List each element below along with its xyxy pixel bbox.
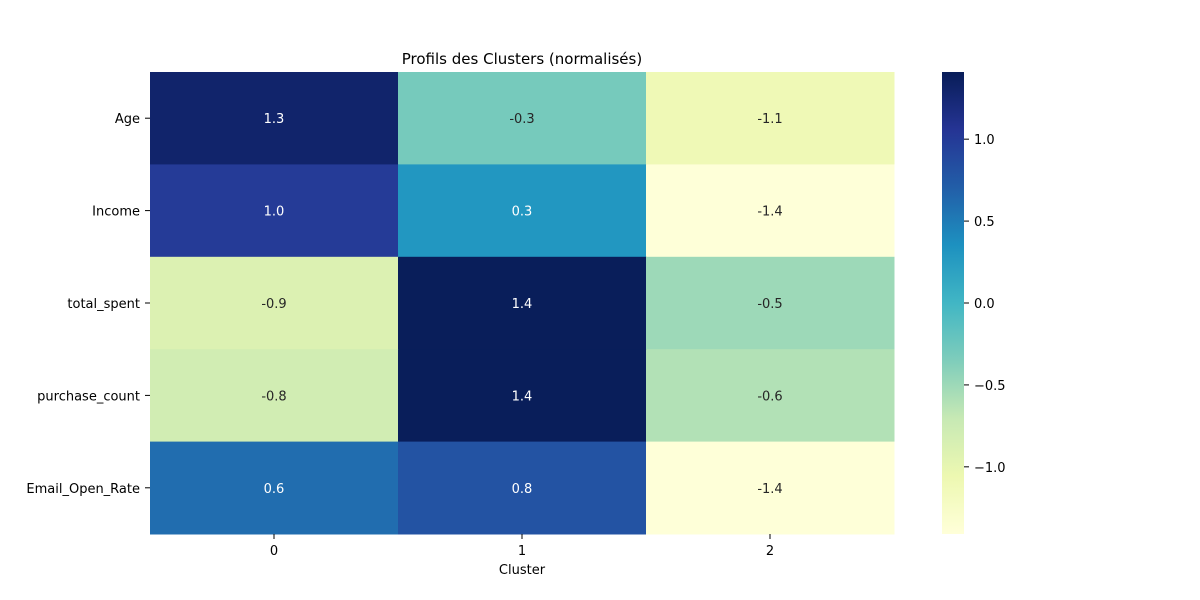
x-axis: 0 1 2 [270, 534, 774, 559]
colorbar-tick-label: 0.5 [974, 215, 995, 230]
heatmap-cell [398, 164, 647, 258]
cell-value-label: 1.0 [264, 205, 285, 220]
y-tick-label: Email_Open_Rate [26, 482, 140, 497]
cell-value-label: -1.1 [757, 112, 782, 127]
cell-value-label: 1.3 [264, 112, 285, 127]
heatmap-cell [398, 256, 647, 350]
heatmap-cell [398, 441, 647, 535]
colorbar-tick-label: 1.0 [974, 133, 995, 148]
x-axis-label: Cluster [499, 563, 546, 578]
y-tick-label: Age [115, 112, 140, 127]
cell-value-label: -0.6 [757, 389, 782, 404]
y-tick-label: total_spent [67, 297, 140, 312]
cell-value-label: -0.8 [261, 389, 286, 404]
cell-value-label: 0.3 [512, 205, 533, 220]
heatmap-cell [646, 349, 895, 443]
colorbar: 1.0 0.5 0.0 −0.5 −1.0 [942, 72, 1006, 534]
x-tick-label: 2 [766, 544, 774, 559]
colorbar-tick-label: −0.5 [974, 379, 1006, 394]
heatmap-cell [150, 441, 399, 535]
x-tick-label: 0 [270, 544, 278, 559]
heatmap-cells: 1.3 -0.3 -1.1 1.0 0.3 -1.4 -0.9 1.4 -0.5 -0.8 1.4 -… [150, 72, 895, 535]
cell-value-label: 0.6 [264, 482, 285, 497]
cell-value-label: 0.8 [512, 482, 533, 497]
cell-value-label: 1.4 [512, 389, 533, 404]
y-tick-label: Income [92, 205, 140, 220]
heatmap-cell [646, 164, 895, 258]
cell-value-label: 1.4 [512, 297, 533, 312]
colorbar-tick-label: 0.0 [974, 297, 995, 312]
heatmap-cell [150, 72, 399, 165]
heatmap-cell [150, 349, 399, 443]
cell-value-label: -0.3 [509, 112, 534, 127]
heatmap-cell [150, 256, 399, 350]
cell-value-label: -1.4 [757, 482, 782, 497]
heatmap-cell [646, 256, 895, 350]
heatmap-cell [646, 441, 895, 535]
cell-value-label: -0.5 [757, 297, 782, 312]
y-axis: Age Income total_spent purchase_count Email_… [26, 112, 150, 497]
heatmap-cell [646, 72, 895, 165]
colorbar-tick-label: −1.0 [974, 461, 1006, 476]
y-tick-label: purchase_count [37, 389, 140, 404]
heatmap-cell [398, 349, 647, 443]
heatmap-cell [398, 72, 647, 165]
chart-title: Profils des Clusters (normalisés) [402, 50, 642, 68]
colorbar-gradient [942, 72, 964, 534]
heatmap-cell [150, 164, 399, 258]
cell-value-label: -1.4 [757, 205, 782, 220]
cell-value-label: -0.9 [261, 297, 286, 312]
x-tick-label: 1 [518, 544, 526, 559]
